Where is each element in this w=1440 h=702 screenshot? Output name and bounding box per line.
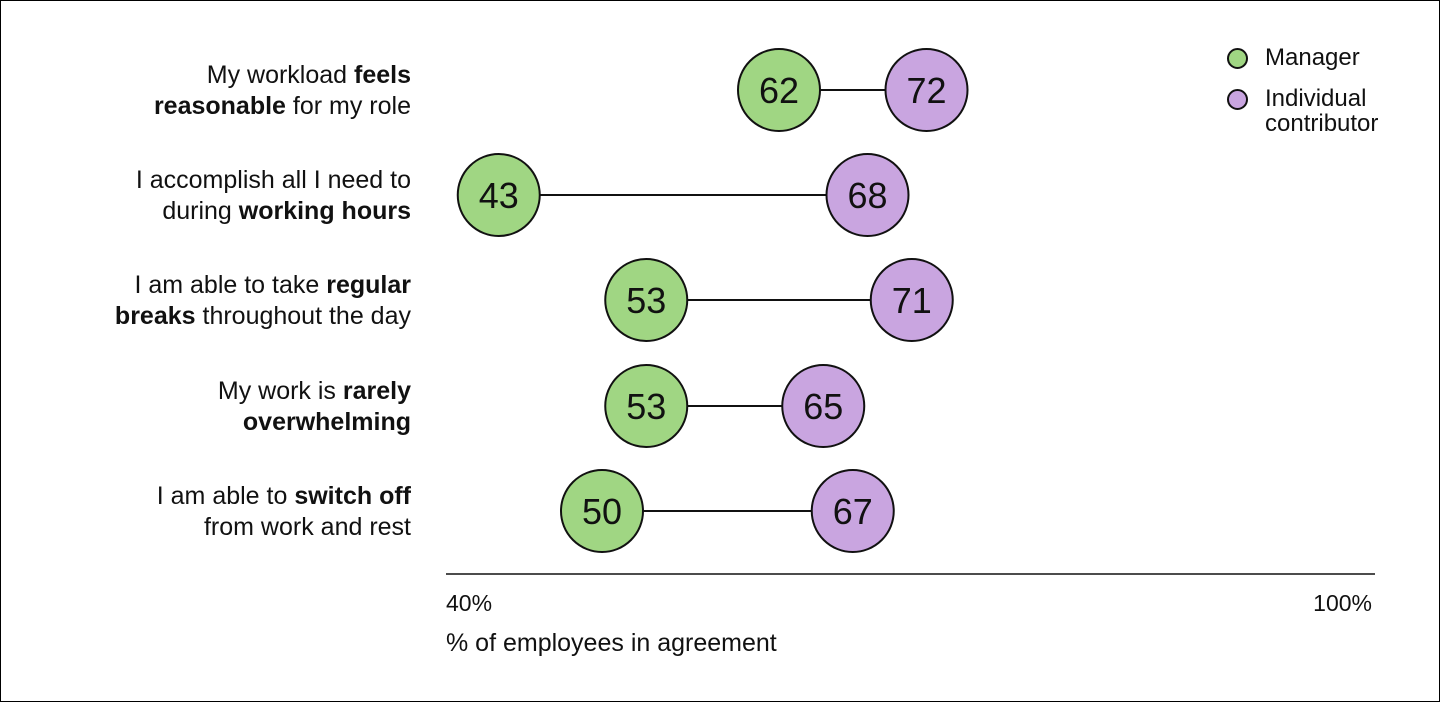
- x-tick-label-max: 100%: [1313, 590, 1372, 616]
- manager-value-label: 43: [479, 175, 519, 216]
- legend-item-manager: Manager: [1227, 45, 1405, 70]
- manager-point: [604, 258, 689, 342]
- individual-contributor-value-label: 71: [892, 280, 932, 321]
- manager-value-label: 62: [759, 70, 799, 111]
- category-label: My workload feels reasonable for my role: [153, 61, 411, 120]
- manager-point: [737, 48, 821, 132]
- legend-swatch-manager: [1227, 48, 1248, 69]
- individual-contributor-point: [825, 153, 910, 237]
- legend: Manager Individual contributor: [1227, 45, 1405, 152]
- legend-label-ic-line1: Individual: [1265, 85, 1367, 112]
- manager-value-label: 53: [626, 280, 666, 321]
- individual-contributor-value-label: 67: [833, 491, 873, 532]
- category-label: I am able to take regular breaks througho…: [114, 271, 411, 330]
- category-label: My work is rarely overwhelming: [217, 377, 411, 436]
- legend-item-individual-contributor: Individual contributor: [1227, 86, 1405, 136]
- manager-point: [604, 364, 689, 448]
- legend-label-ic-line2: contributor: [1265, 110, 1379, 137]
- legend-swatch-individual-contributor: [1227, 89, 1248, 110]
- manager-point: [456, 153, 541, 237]
- manager-value-label: 50: [582, 491, 622, 532]
- individual-contributor-point: [810, 469, 895, 553]
- x-axis-title: % of employees in agreement: [446, 629, 777, 657]
- individual-contributor-value-label: 65: [803, 386, 843, 427]
- individual-contributor-point: [781, 364, 866, 448]
- individual-contributor-point: [869, 258, 954, 342]
- legend-label-manager: Manager: [1265, 44, 1360, 71]
- manager-value-label: 53: [626, 386, 666, 427]
- individual-contributor-value-label: 72: [906, 70, 946, 111]
- x-tick-label-min: 40%: [446, 590, 492, 616]
- manager-point: [560, 469, 644, 553]
- category-label: I am able to switch off from work and res…: [156, 482, 411, 541]
- category-label: I accomplish all I need to during working…: [135, 166, 411, 225]
- individual-contributor-value-label: 68: [847, 175, 887, 216]
- individual-contributor-point: [884, 48, 969, 132]
